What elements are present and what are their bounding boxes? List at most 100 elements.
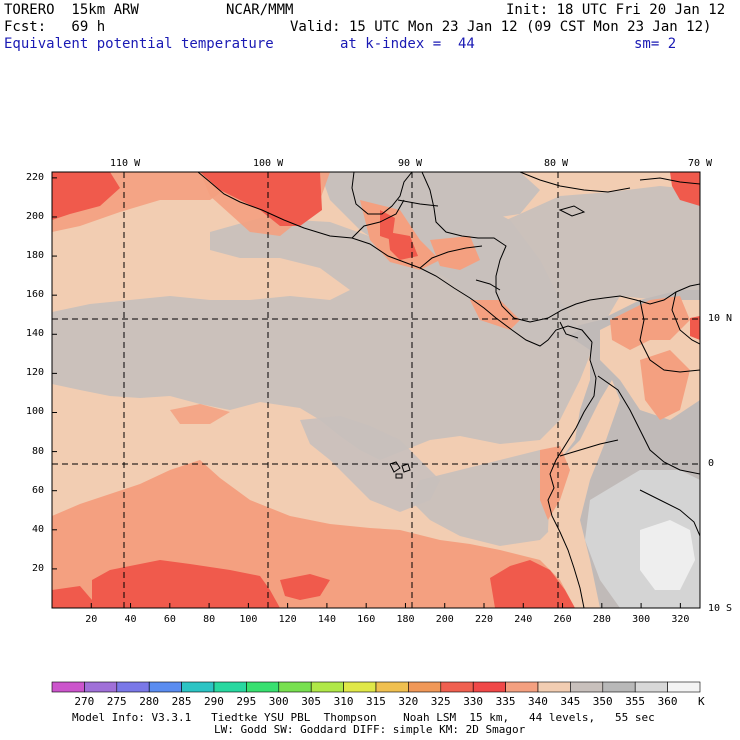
field-salmon-mid-pacific <box>170 404 230 424</box>
colorbar-value-label: 310 <box>333 695 354 708</box>
x-tick-label: 40 <box>124 614 137 625</box>
colorbar-swatch <box>84 681 118 693</box>
model-info: Model Info: V3.3.1 Tiedtke YSU PBL Thomp… <box>72 711 655 724</box>
field-amazon-salmon <box>640 350 690 420</box>
model-name: TORERO 15km ARW <box>4 2 139 18</box>
coast-belize-honduras <box>421 172 605 323</box>
field-red-south-west <box>92 560 280 608</box>
field-gray-band-north <box>52 186 700 460</box>
colorbar-value-label: 350 <box>592 695 613 708</box>
field-salmon-nicaragua <box>430 236 480 270</box>
coastlines <box>197 172 700 608</box>
colorbar-swatch <box>408 681 442 693</box>
border-guatemala <box>351 199 405 239</box>
colorbar-swatch <box>537 681 571 693</box>
y-tick-label: 100 <box>26 406 45 418</box>
field-red-south-east <box>490 560 575 608</box>
coast-galapagos <box>389 461 411 479</box>
colorbar-swatch <box>310 681 344 693</box>
colorbar-value-label: 295 <box>236 695 257 708</box>
x-tick-label: 240 <box>514 614 533 625</box>
colorbar-value-label: 315 <box>366 695 386 708</box>
map-plot-area <box>52 172 700 608</box>
colorbar-value-label: 300 <box>268 695 289 708</box>
y-tick-label: 80 <box>32 445 45 457</box>
field-peru-coast <box>548 380 620 608</box>
border-peru-colombia <box>597 375 700 475</box>
level-info: at k-index = 44 <box>340 36 475 52</box>
lon-label-110w: 110 W <box>110 158 141 169</box>
x-tick-label: 20 <box>85 614 98 625</box>
tick-marks <box>52 177 681 608</box>
y-tick-label: 40 <box>32 523 45 535</box>
colorbar-swatch <box>472 681 506 693</box>
forecast-hour: Fcst: 69 h <box>4 19 106 35</box>
x-tick-label: 60 <box>163 614 176 625</box>
border-bolivia <box>639 489 700 537</box>
field-red-guatemala <box>380 210 395 240</box>
colorbar-swatch <box>213 681 247 693</box>
colorbar-swatch <box>246 681 280 693</box>
x-tick-label: 320 <box>671 614 690 625</box>
colorbar-swatch <box>570 681 604 693</box>
colorbar-value-label: 280 <box>139 695 160 708</box>
lon-label-70w: 70 W <box>688 158 713 169</box>
field-colombia-salmon <box>610 296 690 350</box>
colorbar-swatch <box>148 681 182 693</box>
coast-colombia-caribbean <box>603 283 700 305</box>
colorbar-value-label: 275 <box>106 695 127 708</box>
y-tick-label: 140 <box>26 328 45 340</box>
colorbar-swatch <box>440 681 474 693</box>
field-red-venezuela <box>690 316 700 340</box>
colorbar-value-label: 360 <box>657 695 678 708</box>
colorbar-value-label: 290 <box>204 695 224 708</box>
colorbar-swatch <box>634 681 668 693</box>
coast-jamaica <box>558 205 586 217</box>
map-frame <box>51 171 701 609</box>
border-brazil <box>639 299 700 373</box>
field-red-honduras <box>388 232 418 260</box>
colorbar-value-label: 325 <box>430 695 451 708</box>
field-andes-white <box>640 520 695 590</box>
border-ecuador <box>559 439 619 457</box>
field-name: Equivalent potential temperature <box>4 36 274 52</box>
colorbar-swatch <box>51 681 85 693</box>
coast-hispaniola <box>639 177 700 185</box>
x-tick-label: 80 <box>203 614 216 625</box>
valid-time: Valid: 15 UTC Mon 23 Jan 12 (09 CST Mon … <box>290 19 712 35</box>
x-tick-label: 280 <box>592 614 611 625</box>
x-tick-label: 120 <box>278 614 297 625</box>
lat-label-10s: 10 S <box>708 603 733 614</box>
x-tick-label: 140 <box>317 614 336 625</box>
border-venezuela <box>671 291 700 345</box>
lon-label-80w: 80 W <box>544 158 569 169</box>
colorbar-value-label: 340 <box>528 695 548 708</box>
colorbar-value-label: 305 <box>301 695 322 708</box>
init-time: Init: 18 UTC Fri 20 Jan 12 <box>506 2 726 18</box>
field-red-ne <box>670 172 700 206</box>
x-tick-label: 100 <box>239 614 258 625</box>
y-tick-label: 200 <box>26 210 45 222</box>
colorbar-unit: K <box>698 695 705 708</box>
y-tick-label: 60 <box>32 484 45 496</box>
colorbar-value-label: 345 <box>560 695 581 708</box>
border-panama-colombia <box>559 321 579 339</box>
colorbar-value-label: 320 <box>398 695 419 708</box>
colorbar-swatch <box>375 681 409 693</box>
x-tick-label: 200 <box>435 614 454 625</box>
x-tick-label: 160 <box>357 614 376 625</box>
colorbar-value-label: 335 <box>495 695 516 708</box>
field-red-south-far-west <box>52 586 92 608</box>
coast-yucatan-north <box>397 199 439 207</box>
y-tick-label: 220 <box>26 171 45 183</box>
x-tick-label: 220 <box>475 614 494 625</box>
lat-label-0: 0 <box>708 458 715 469</box>
colorbar-swatch <box>667 681 701 693</box>
border-honduras <box>419 245 483 269</box>
colorbar-swatch <box>343 681 377 693</box>
colorbar-value-label: 285 <box>171 695 192 708</box>
field-yucatan-gray <box>400 172 540 220</box>
y-tick-label: 180 <box>26 250 45 262</box>
border-costa-rica <box>475 279 501 291</box>
